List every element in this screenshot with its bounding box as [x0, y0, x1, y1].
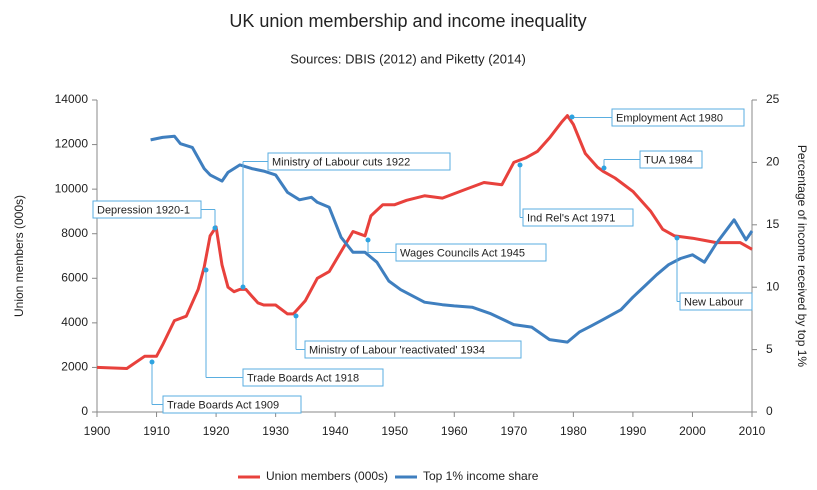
annotation-box: [639, 150, 703, 169]
y2-tick-label: 20: [766, 155, 780, 169]
y2-axis-label: Percentage of income received by top 1%: [795, 145, 809, 367]
chart-title: UK union membership and income inequalit…: [229, 11, 586, 31]
annotation-box: [304, 340, 522, 359]
x-tick-label: 1990: [620, 424, 647, 438]
annotation-dot: [601, 165, 607, 171]
x-tick-label: 1910: [143, 424, 170, 438]
annotation-dot: [203, 267, 209, 273]
y2-tick-label: 0: [766, 404, 773, 418]
annotation-box: [522, 208, 634, 227]
annotation: Depression 1920-1: [92, 200, 218, 231]
x-tick-label: 2000: [679, 424, 706, 438]
legend-label: Top 1% income share: [423, 469, 539, 483]
y-axis-label: Union members (000s): [12, 195, 26, 317]
annotation-text: Trade Boards Act 1918: [247, 372, 359, 384]
y-tick-label: 2000: [61, 360, 88, 374]
x-tick-label: 1980: [560, 424, 587, 438]
annotation-text: Ind Rel's Act 1971: [527, 212, 615, 224]
x-tick-label: 1970: [500, 424, 527, 438]
annotation: TUA 1984: [601, 150, 703, 171]
x-tick-label: 1950: [381, 424, 408, 438]
x-tick-label: 1930: [262, 424, 289, 438]
x-tick-label: 2010: [739, 424, 766, 438]
annotation-dot: [517, 162, 523, 168]
x-tick-label: 1920: [203, 424, 230, 438]
y-tick-label: 14000: [55, 92, 89, 106]
annotation-dot: [212, 225, 218, 231]
annotation: New Labour: [674, 235, 753, 311]
annotation-dot: [293, 313, 299, 319]
chart-subtitle: Sources: DBIS (2012) and Piketty (2014): [290, 51, 526, 66]
annotation-dot: [149, 359, 155, 365]
annotation-box: [162, 395, 302, 414]
annotation-dot: [569, 114, 575, 120]
annotation-text: Employment Act 1980: [616, 112, 723, 124]
y-tick-label: 4000: [61, 315, 88, 329]
y2-tick-label: 25: [766, 92, 780, 106]
series-line: [150, 134, 754, 344]
y-tick-label: 12000: [55, 137, 89, 151]
annotation: Wages Councils Act 1945: [365, 237, 547, 262]
annotation-box: [395, 243, 547, 262]
legend-label: Union members (000s): [266, 469, 388, 483]
annotation: Ind Rel's Act 1971: [517, 162, 634, 227]
x-tick-label: 1960: [441, 424, 468, 438]
annotation-dot: [240, 284, 246, 290]
annotation-text: TUA 1984: [644, 154, 693, 166]
y-tick-label: 0: [81, 404, 88, 418]
y2-tick-label: 15: [766, 217, 780, 231]
annotation-box: [679, 292, 753, 311]
annotation-text: New Labour: [684, 296, 744, 308]
y-tick-label: 10000: [55, 181, 89, 195]
y-tick-label: 8000: [61, 226, 88, 240]
annotation: Trade Boards Act 1909: [149, 359, 302, 414]
annotation-box: [611, 108, 745, 127]
annotation: Trade Boards Act 1918: [203, 267, 384, 387]
annotation-text: Trade Boards Act 1909: [167, 399, 279, 411]
annotation-dot: [365, 237, 371, 243]
annotation-box: [242, 368, 384, 387]
y-tick-label: 6000: [61, 270, 88, 284]
annotation: Ministry of Labour cuts 1922: [240, 152, 451, 290]
annotation-box: [92, 200, 202, 219]
x-tick-label: 1940: [322, 424, 349, 438]
annotation-box: [267, 152, 451, 171]
annotation: Ministry of Labour 'reactivated' 1934: [293, 313, 522, 359]
annotation-text: Depression 1920-1: [97, 204, 190, 216]
annotation-text: Ministry of Labour cuts 1922: [272, 156, 410, 168]
annotation: Employment Act 1980: [569, 108, 745, 127]
y2-tick-label: 5: [766, 342, 773, 356]
y2-tick-label: 10: [766, 279, 780, 293]
x-tick-label: 1900: [84, 424, 111, 438]
annotation-text: Ministry of Labour 'reactivated' 1934: [309, 344, 485, 356]
annotation-text: Wages Councils Act 1945: [400, 247, 525, 259]
annotation-dot: [674, 235, 680, 241]
